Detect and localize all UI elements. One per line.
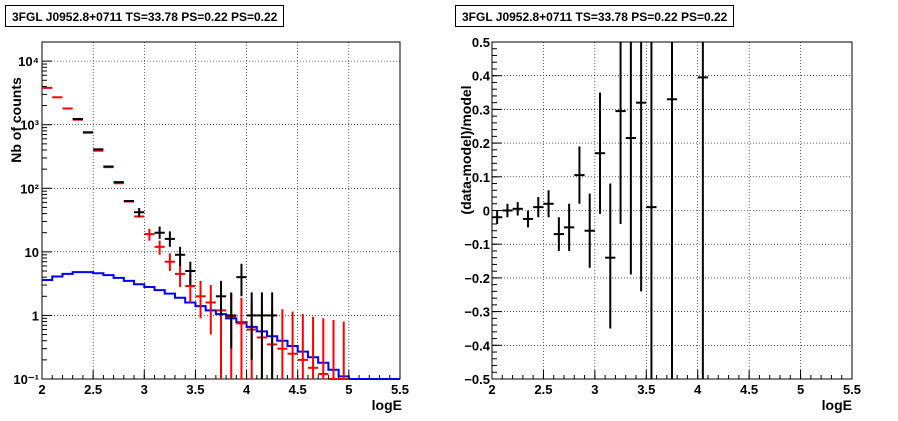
right-y-tick-label: 0.5 [472, 35, 490, 50]
right-marks [492, 42, 708, 379]
right-x-tick-label: 2 [488, 382, 495, 397]
right-x-tick-label: 4.5 [740, 382, 758, 397]
left-chart-panel: 2 2.5 3 3.5 4 4.5 5 5.5 10⁻¹ 1 10 10² 10³ 10⁴ Nb of c… [8, 41, 409, 413]
model-count-point [164, 253, 175, 271]
data-count-point [185, 261, 196, 286]
model-count-point [297, 314, 308, 379]
right-x-tick-label: 4 [694, 382, 702, 397]
right-x-tick-label: 3.5 [637, 382, 655, 397]
data-count-point [226, 292, 237, 349]
right-y-tick-label: −0.5 [464, 372, 490, 387]
left-x-tick-label: 5 [345, 382, 352, 397]
left-x-tick-label: 4.5 [289, 382, 307, 397]
left-marks [42, 86, 400, 380]
right-x-tick-label: 5 [797, 382, 804, 397]
left-grid [42, 42, 400, 379]
model-count-point [236, 297, 247, 379]
left-x-tick-label: 3.5 [186, 382, 204, 397]
right-axes: 2 2.5 3 3.5 4 4.5 5 5.5 −0.5 −0.4 −0.3 −0.2 −0.1 0 0.1… [464, 35, 861, 397]
model-count-point [154, 240, 165, 255]
left-y-tick-label: 10⁻¹ [13, 372, 39, 387]
residual-point [594, 92, 606, 214]
right-x-axis-label: logE [822, 397, 852, 413]
residual-point [697, 42, 708, 379]
right-x-tick-label: 5.5 [843, 382, 861, 397]
model-count-point [307, 316, 319, 379]
data-count-point [134, 207, 145, 218]
model-count-point [144, 228, 155, 241]
residual-point [502, 203, 513, 218]
residual-point [636, 42, 647, 292]
model-count-point [205, 285, 216, 335]
residual-point [543, 190, 554, 218]
residual-point [574, 146, 585, 204]
residual-point [533, 197, 544, 218]
left-x-tick-label: 3 [141, 382, 148, 397]
left-y-tick-label: 10 [25, 245, 39, 260]
left-x-tick-label: 4 [243, 382, 251, 397]
left-y-tick-label: 10² [20, 181, 39, 196]
right-y-tick-label: 0.3 [472, 102, 490, 117]
left-y-tick-label: 10⁴ [18, 54, 39, 69]
residual-point [512, 202, 523, 216]
model-count-point [277, 309, 288, 379]
model-count-point [195, 280, 206, 319]
data-count-point [236, 263, 247, 297]
residual-point [584, 193, 595, 268]
residual-point [553, 217, 564, 251]
left-chart-title: 3FGL J0952.8+0711 TS=33.78 PS=0.22 PS=0.… [5, 5, 285, 27]
residual-point [666, 42, 678, 379]
right-y-tick-label: 0.1 [472, 170, 490, 185]
data-count-point [215, 280, 227, 316]
data-count-point [154, 226, 165, 239]
right-x-tick-label: 2.5 [534, 382, 552, 397]
left-x-axis-label: logE [372, 397, 402, 413]
left-y-tick-label: 10³ [20, 118, 39, 133]
residual-point [625, 42, 636, 275]
right-y-tick-label: −0.1 [464, 237, 490, 252]
right-chart-title: 3FGL J0952.8+0711 TS=33.78 PS=0.22 PS=0.… [455, 5, 735, 27]
model-count-point [287, 311, 298, 379]
right-y-tick-label: −0.4 [464, 338, 490, 353]
right-y-tick-label: −0.2 [464, 271, 490, 286]
left-x-tick-label: 2.5 [84, 382, 102, 397]
data-count-point [256, 292, 268, 379]
data-count-point [174, 246, 186, 266]
right-y-tick-label: −0.3 [464, 305, 490, 320]
residual-point [615, 42, 626, 224]
right-x-tick-label: 3 [591, 382, 598, 397]
model-count-point [174, 263, 186, 288]
model-count-point [338, 321, 349, 380]
left-x-tick-label: 5.5 [391, 382, 409, 397]
left-x-tick-label: 2 [38, 382, 45, 397]
data-count-point [246, 292, 257, 360]
residual-point [564, 203, 575, 251]
left-axes: 2 2.5 3 3.5 4 4.5 5 5.5 10⁻¹ 1 10 10² 10³ 10⁴ [13, 41, 409, 397]
left-y-tick-label: 1 [32, 308, 39, 323]
residual-point [522, 210, 534, 228]
residual-point [605, 183, 616, 329]
residual-point [646, 42, 657, 379]
right-y-tick-label: 0 [483, 204, 490, 219]
data-count-point [164, 231, 175, 247]
right-chart-panel: 2 2.5 3 3.5 4 4.5 5 5.5 −0.5 −0.4 −0.3 −0.2 −0.1 0 0.1… [458, 35, 861, 413]
right-y-axis-label: (data-model)/model [458, 85, 474, 214]
right-y-tick-label: 0.4 [472, 69, 491, 84]
right-y-tick-label: 0.2 [472, 136, 490, 151]
left-y-axis-label: Nb of counts [8, 77, 24, 163]
model-count-point [318, 318, 329, 379]
data-count-point [267, 292, 278, 379]
model-count-point [328, 319, 339, 380]
